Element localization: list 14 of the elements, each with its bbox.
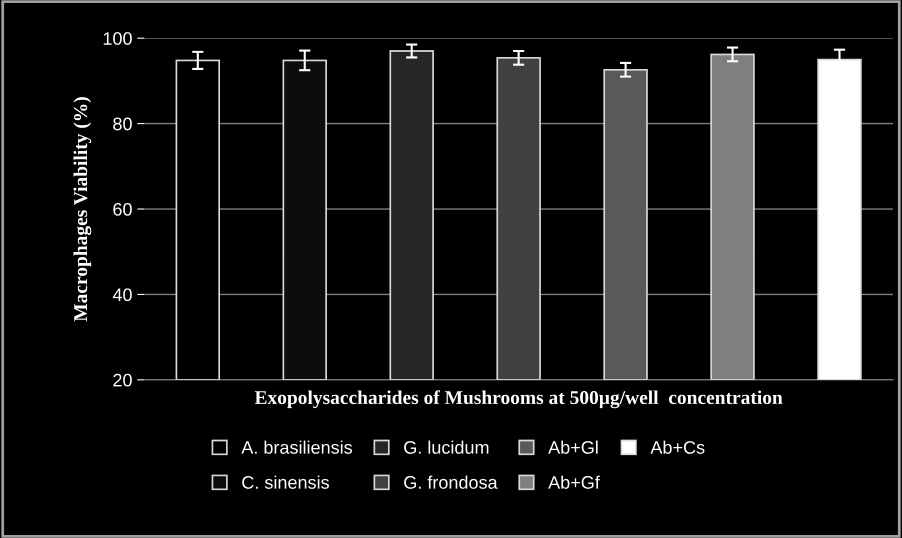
y-axis-title: Macrophages Viability (%) [73, 97, 92, 322]
legend-label: C. sinensis [242, 476, 329, 489]
legend-label: A. brasiliensis [241, 440, 352, 454]
y-tick-label: 20 [113, 374, 132, 387]
y-tick-label: 80 [113, 118, 132, 130]
x-axis-title: Exopolysaccharides of Mushrooms at 500µg/well concentration [254, 390, 782, 408]
legend-label: Ab+Gf [548, 476, 600, 489]
legend-label: G. lucidum [404, 440, 488, 454]
y-tick-label: 40 [112, 288, 132, 302]
legend-label: G. frondosa [404, 476, 498, 489]
legend-label: Ab+Cs [650, 440, 704, 454]
y-tick-label: 100 [104, 32, 132, 45]
legend-label: Ab+Gl [548, 440, 598, 454]
y-tick-label: 60 [113, 202, 132, 216]
